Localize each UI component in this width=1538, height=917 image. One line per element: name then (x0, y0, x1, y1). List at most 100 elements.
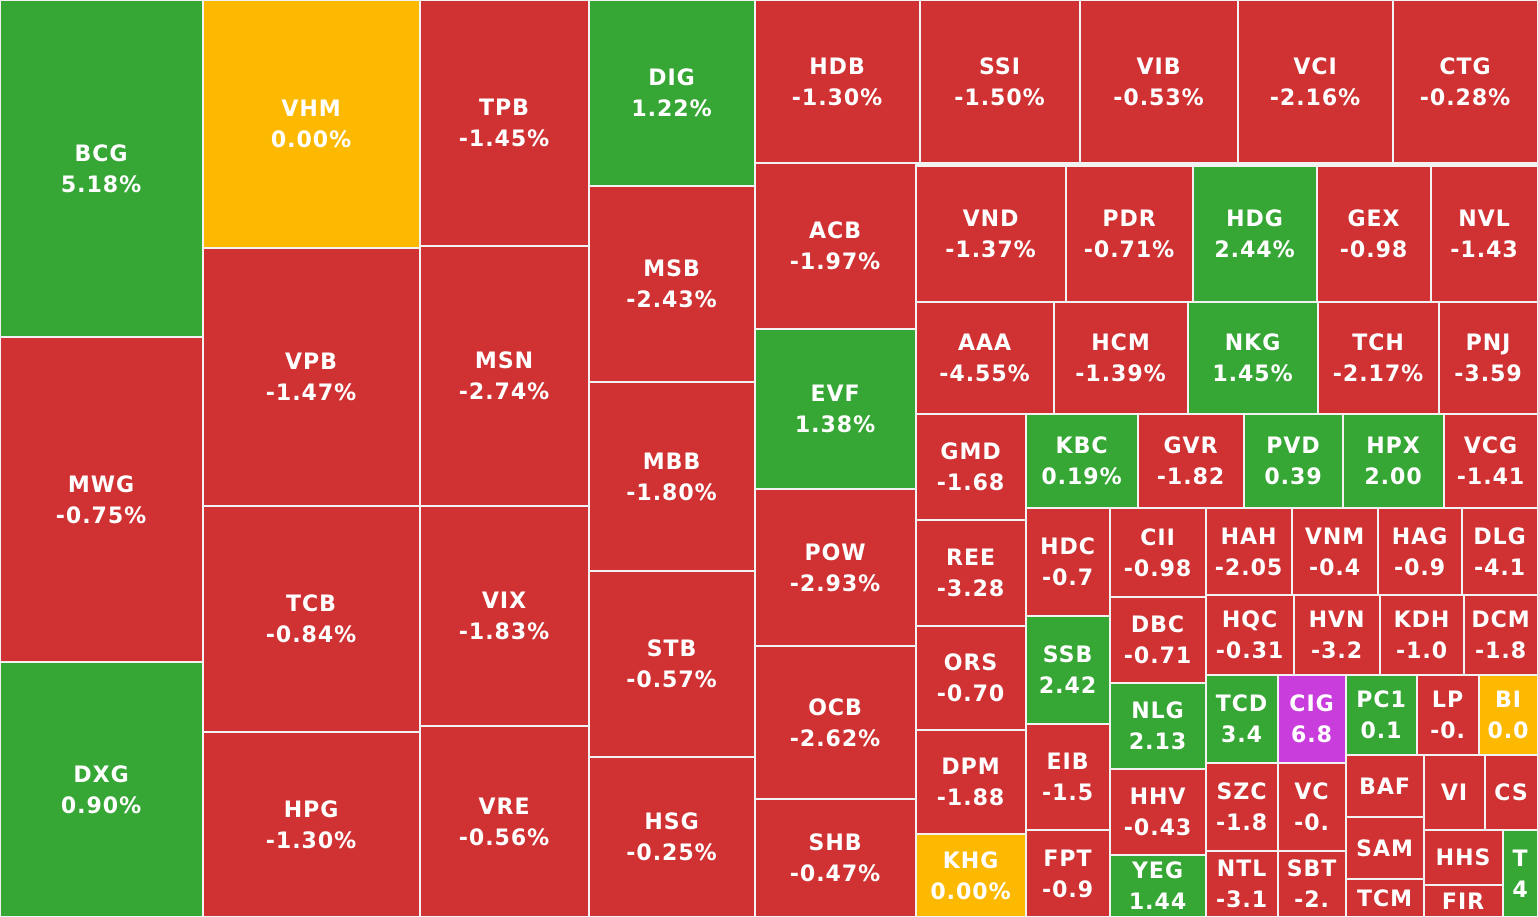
tile-ctg[interactable]: CTG -0.28% (1393, 0, 1538, 163)
tile-hcm[interactable]: HCM -1.39% (1054, 302, 1188, 414)
tile-vib[interactable]: VIB -0.53% (1080, 0, 1238, 163)
tile-baf[interactable]: BAF (1346, 755, 1424, 817)
tile-mbb[interactable]: MBB -1.80% (589, 382, 755, 571)
tile-change: -3.59 (1454, 362, 1523, 387)
tile-tcd[interactable]: TCD 3.4 (1206, 675, 1278, 763)
tile-vci[interactable]: VCI -2.16% (1238, 0, 1393, 163)
tile-fir[interactable]: FIR (1424, 885, 1503, 917)
tile-yeg[interactable]: YEG 1.44 (1110, 855, 1206, 917)
tile-ntl[interactable]: NTL -3.1 (1206, 851, 1278, 917)
tile-acb[interactable]: ACB -1.97% (755, 163, 916, 329)
tile-nlg[interactable]: NLG 2.13 (1110, 683, 1206, 769)
tile-kbc[interactable]: KBC 0.19% (1026, 414, 1138, 508)
tile-pdr[interactable]: PDR -0.71% (1066, 166, 1193, 302)
tile-khg[interactable]: KHG 0.00% (916, 834, 1026, 917)
tile-tpb[interactable]: TPB -1.45% (420, 0, 589, 246)
tile-ree[interactable]: REE -3.28 (916, 520, 1026, 626)
tile-tcm[interactable]: TCM (1346, 879, 1424, 917)
tile-lp[interactable]: LP -0. (1417, 675, 1479, 755)
tile-dig[interactable]: DIG 1.22% (589, 0, 755, 186)
tile-nvl[interactable]: NVL -1.43 (1431, 166, 1538, 302)
tile-gex[interactable]: GEX -0.98 (1317, 166, 1431, 302)
tile-symbol: REE (946, 546, 996, 571)
tile-pnj[interactable]: PNJ -3.59 (1439, 302, 1538, 414)
tile-gmd[interactable]: GMD -1.68 (916, 414, 1026, 520)
tile-vnm[interactable]: VNM -0.4 (1292, 508, 1378, 595)
tile-vcg[interactable]: VCG -1.41 (1444, 414, 1538, 508)
tile-tcb[interactable]: TCB -0.84% (203, 506, 420, 732)
tile-ocb[interactable]: OCB -2.62% (755, 646, 916, 799)
tile-pvd[interactable]: PVD 0.39 (1244, 414, 1343, 508)
tile-nkg[interactable]: NKG 1.45% (1188, 302, 1318, 414)
tile-change: 1.45% (1212, 362, 1294, 387)
tile-dcm[interactable]: DCM -1.8 (1464, 595, 1538, 675)
tile-label: VPB -1.47% (204, 347, 419, 409)
tile-vi[interactable]: VI (1424, 755, 1485, 830)
tile-gvr[interactable]: GVR -1.82 (1138, 414, 1244, 508)
tile-vc[interactable]: VC -0. (1278, 763, 1346, 851)
tile-aaa[interactable]: AAA -4.55% (916, 302, 1054, 414)
tile-hah[interactable]: HAH -2.05 (1206, 508, 1292, 595)
tile-dlg[interactable]: DLG -4.1 (1462, 508, 1538, 595)
tile-stb[interactable]: STB -0.57% (589, 571, 755, 757)
tile-symbol: NLG (1131, 699, 1185, 724)
tile-hdg[interactable]: HDG 2.44% (1193, 166, 1317, 302)
tile-vix[interactable]: VIX -1.83% (420, 506, 589, 726)
tile-hdb[interactable]: HDB -1.30% (755, 0, 920, 163)
tile-label: GEX -0.98 (1318, 204, 1430, 266)
tile-label: VNM -0.4 (1293, 522, 1377, 584)
tile-evf[interactable]: EVF 1.38% (755, 329, 916, 489)
tile-tch[interactable]: TCH -2.17% (1318, 302, 1439, 414)
tile-cig[interactable]: CIG 6.8 (1278, 675, 1346, 763)
tile-cii[interactable]: CII -0.98 (1110, 508, 1206, 597)
tile-shb[interactable]: SHB -0.47% (755, 799, 916, 917)
tile-label: HHS (1425, 843, 1502, 874)
tile-pow[interactable]: POW -2.93% (755, 489, 916, 646)
tile-change: 1.38% (794, 413, 877, 438)
tile-msn[interactable]: MSN -2.74% (420, 246, 589, 506)
tile-vhm[interactable]: VHM 0.00% (203, 0, 420, 248)
tile-dxg[interactable]: DXG 0.90% (0, 662, 203, 917)
tile-hvn[interactable]: HVN -3.2 (1294, 595, 1380, 675)
tile-sam[interactable]: SAM (1346, 817, 1424, 879)
tile-label: GMD -1.68 (917, 437, 1025, 499)
tile-msb[interactable]: MSB -2.43% (589, 186, 755, 382)
tile-bcg[interactable]: BCG 5.18% (0, 0, 203, 337)
tile-eib[interactable]: EIB -1.5 (1026, 724, 1110, 830)
tile-vnd[interactable]: VND -1.37% (916, 166, 1066, 302)
tile-symbol: AAA (957, 331, 1013, 356)
tile-label: HDC -0.7 (1027, 532, 1109, 594)
tile-ors[interactable]: ORS -0.70 (916, 626, 1026, 730)
tile-hpx[interactable]: HPX 2.00 (1343, 414, 1444, 508)
tile-change: -0.56% (458, 826, 551, 851)
tile-kdh[interactable]: KDH -1.0 (1380, 595, 1464, 675)
tile-ssb[interactable]: SSB 2.42 (1026, 616, 1110, 724)
tile-sbt[interactable]: SBT -2. (1278, 851, 1346, 917)
tile-fpt[interactable]: FPT -0.9 (1026, 830, 1110, 917)
tile-symbol: NTL (1216, 857, 1268, 882)
tile-vpb[interactable]: VPB -1.47% (203, 248, 420, 506)
tile-ssi[interactable]: SSI -1.50% (920, 0, 1080, 163)
tile-hhv[interactable]: HHV -0.43 (1110, 769, 1206, 855)
tile-change: -1.45% (458, 127, 551, 152)
tile-pc1[interactable]: PC1 0.1 (1346, 675, 1417, 755)
tile-hsg[interactable]: HSG -0.25% (589, 757, 755, 917)
tile-hpg[interactable]: HPG -1.30% (203, 732, 420, 917)
tile-dbc[interactable]: DBC -0.71 (1110, 597, 1206, 683)
tile-label: TCM (1347, 884, 1423, 915)
tile-mwg[interactable]: MWG -0.75% (0, 337, 203, 662)
tile-cs[interactable]: CS (1485, 755, 1538, 830)
tile-hqc[interactable]: HQC -0.31 (1206, 595, 1294, 675)
tile-symbol: VNM (1304, 525, 1366, 550)
tile-change: -1.37% (945, 238, 1037, 263)
tile-hag[interactable]: HAG -0.9 (1378, 508, 1462, 595)
tile-hhs[interactable]: HHS (1424, 830, 1503, 885)
tile-szc[interactable]: SZC -1.8 (1206, 763, 1278, 851)
tile-vre[interactable]: VRE -0.56% (420, 726, 589, 917)
tile-dpm[interactable]: DPM -1.88 (916, 730, 1026, 834)
tile-bi[interactable]: BI 0.0 (1479, 675, 1538, 755)
tile-hdc[interactable]: HDC -0.7 (1026, 508, 1110, 616)
tile-label: VCG -1.41 (1445, 431, 1537, 493)
tile-change: -0.43 (1123, 816, 1193, 841)
